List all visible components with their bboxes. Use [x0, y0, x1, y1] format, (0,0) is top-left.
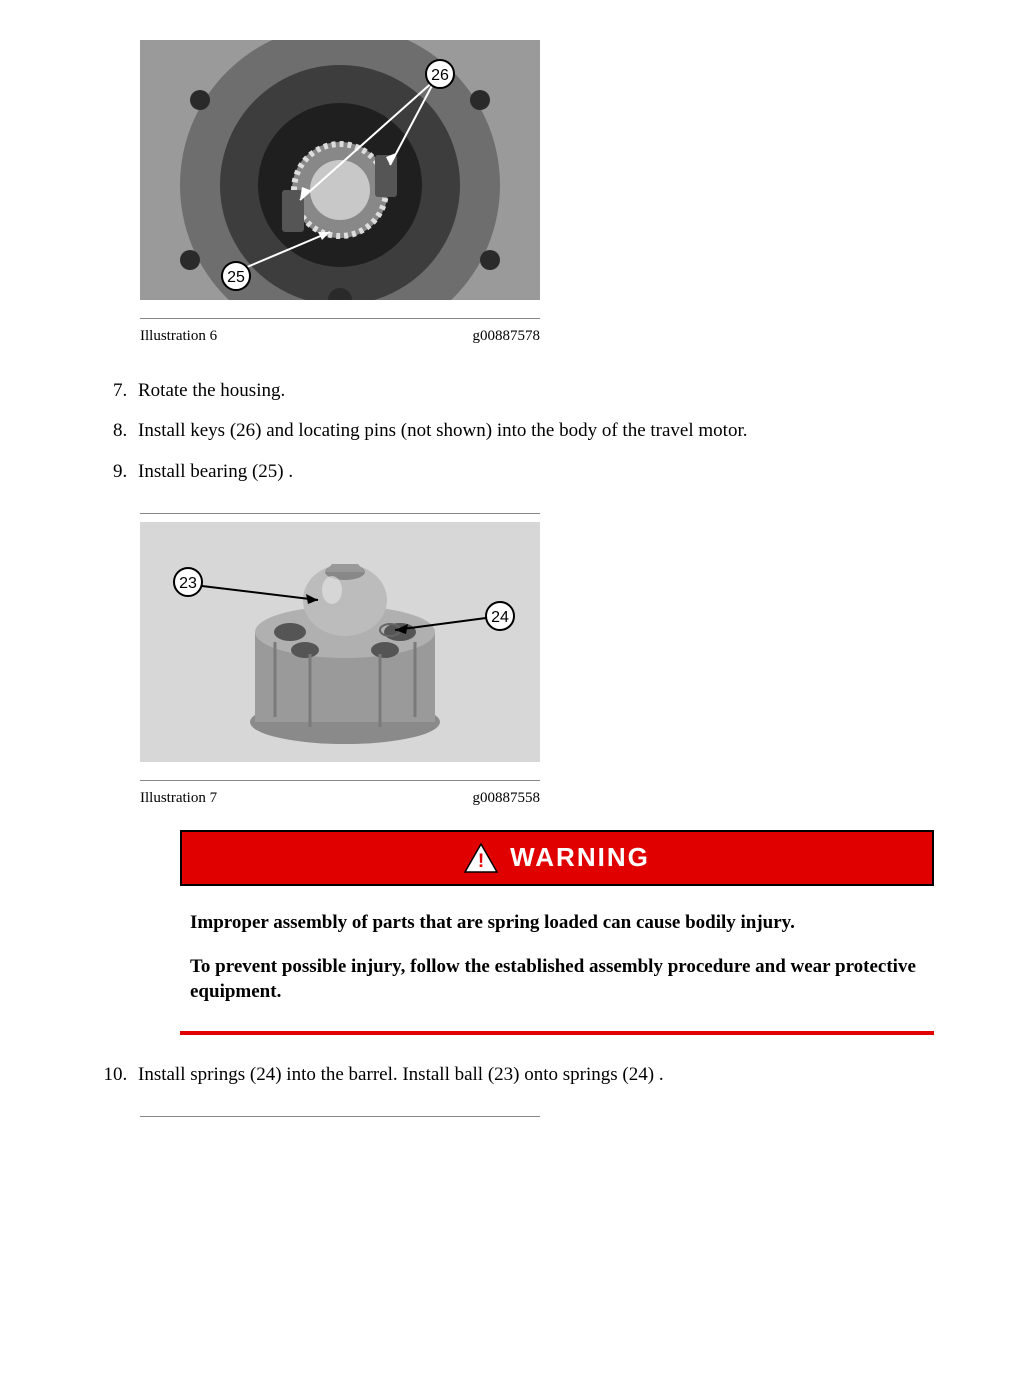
svg-text:!: !: [478, 851, 484, 872]
warning-title: WARNING: [510, 841, 650, 875]
warning-header: ! WARNING: [180, 830, 934, 886]
step-7: Rotate the housing.: [132, 379, 954, 404]
step-10: Install springs (24) into the barrel. In…: [132, 1063, 954, 1088]
figure-7-photo: 23 24: [140, 522, 540, 762]
warning-box: ! WARNING Improper assembly of parts tha…: [180, 830, 934, 1035]
step-8: Install keys (26) and locating pins (not…: [132, 419, 954, 444]
figure-7-code: g00887558: [473, 789, 541, 809]
callout-26: 26: [431, 67, 449, 84]
warning-paragraph-1: Improper assembly of parts that are spri…: [190, 910, 924, 936]
figure-6-rule: [140, 318, 540, 319]
steps-10: Install springs (24) into the barrel. In…: [90, 1063, 954, 1088]
warning-triangle-icon: !: [464, 843, 498, 873]
figure-7-block: 23 24 Illustration 7 g00887558: [140, 513, 540, 813]
warning-body: Improper assembly of parts that are spri…: [180, 886, 934, 1031]
figure-6-label: Illustration 6: [140, 327, 217, 347]
figure-7-rule: [140, 780, 540, 781]
trailing-figure-block: [140, 1116, 540, 1117]
callout-25: 25: [227, 269, 245, 286]
callout-23: 23: [179, 575, 197, 592]
step-9: Install bearing (25) .: [132, 460, 954, 485]
figure-7-caption: Illustration 7 g00887558: [140, 789, 540, 813]
warning-paragraph-2: To prevent possible injury, follow the e…: [190, 954, 924, 1005]
figure-7-label: Illustration 7: [140, 789, 217, 809]
figure-6-code: g00887578: [473, 327, 541, 347]
steps-7-9: Rotate the housing. Install keys (26) an…: [90, 379, 954, 485]
figure-6-block: 26 25 Illustration 6 g00887578: [140, 40, 540, 351]
figure-6-photo: 26 25: [140, 40, 540, 300]
trailing-rule: [140, 1116, 540, 1117]
figure-7-top-rule: [140, 513, 540, 514]
warning-bottom-rule: [180, 1031, 934, 1035]
figure-6-caption: Illustration 6 g00887578: [140, 327, 540, 351]
callout-24: 24: [491, 609, 509, 626]
